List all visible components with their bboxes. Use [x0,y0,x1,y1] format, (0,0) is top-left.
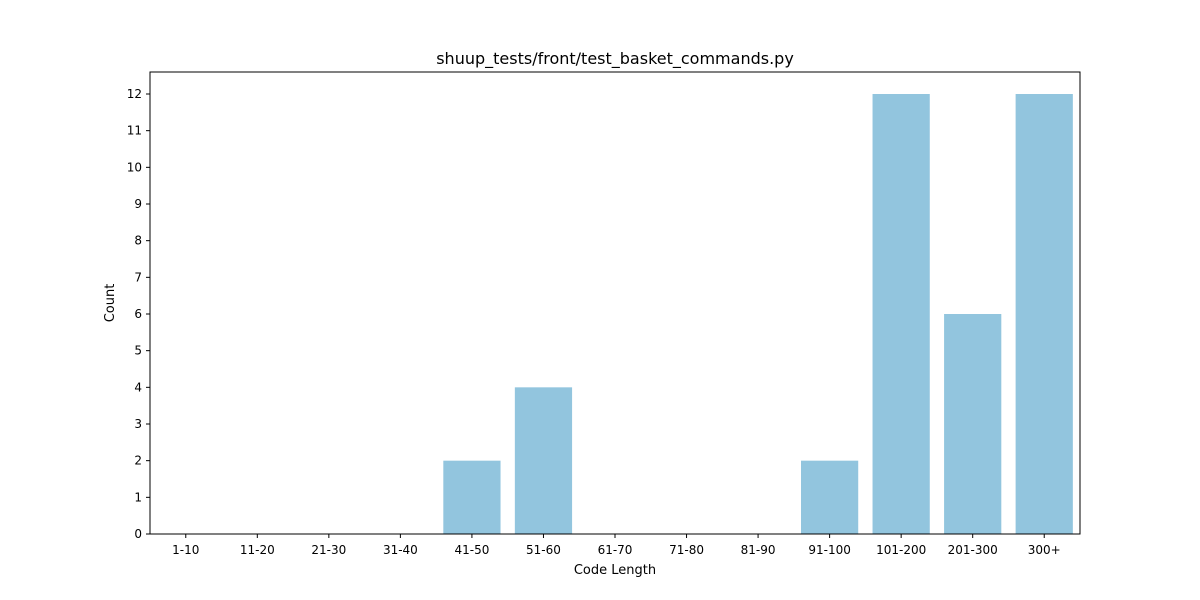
x-tick-label: 51-60 [526,543,561,557]
y-tick-label: 3 [134,417,142,431]
y-tick-label: 9 [134,197,142,211]
x-axis-label: Code Length [574,563,656,578]
y-tick-label: 11 [127,124,142,138]
x-tick-label: 61-70 [598,543,633,557]
x-tick-label: 81-90 [741,543,776,557]
x-tick-label: 21-30 [311,543,346,557]
x-tick-label: 201-300 [948,543,998,557]
y-tick-label: 4 [134,380,142,394]
y-tick-label: 0 [134,527,142,541]
y-tick-label: 2 [134,454,142,468]
chart-title: shuup_tests/front/test_basket_commands.p… [436,49,794,69]
y-axis-label: Count [103,284,118,323]
bar-101-200 [872,94,930,534]
x-tick-label: 41-50 [454,543,489,557]
bar-91-100 [801,460,859,534]
x-tick-label: 31-40 [383,543,418,557]
bars-group [443,94,1073,534]
bar-41-50 [443,460,501,534]
x-tick-label: 11-20 [240,543,275,557]
x-axis: 1-10 11-20 21-30 31-40 41-50 51-60 61-70 71-80 8… [172,534,1061,557]
y-tick-label: 1 [134,490,142,504]
y-tick-label: 12 [127,87,142,101]
y-tick-label: 6 [134,307,142,321]
y-tick-label: 10 [127,160,142,174]
bar-300+ [1015,94,1073,534]
y-tick-label: 8 [134,234,142,248]
x-tick-label: 1-10 [172,543,199,557]
x-tick-label: 101-200 [876,543,926,557]
bar-51-60 [514,387,573,534]
y-tick-label: 5 [134,344,142,358]
y-tick-label: 7 [134,270,142,284]
x-tick-label: 91-100 [808,543,851,557]
x-tick-label: 71-80 [669,543,704,557]
bar-201-300 [944,314,1002,534]
x-tick-label: 300+ [1028,543,1061,557]
